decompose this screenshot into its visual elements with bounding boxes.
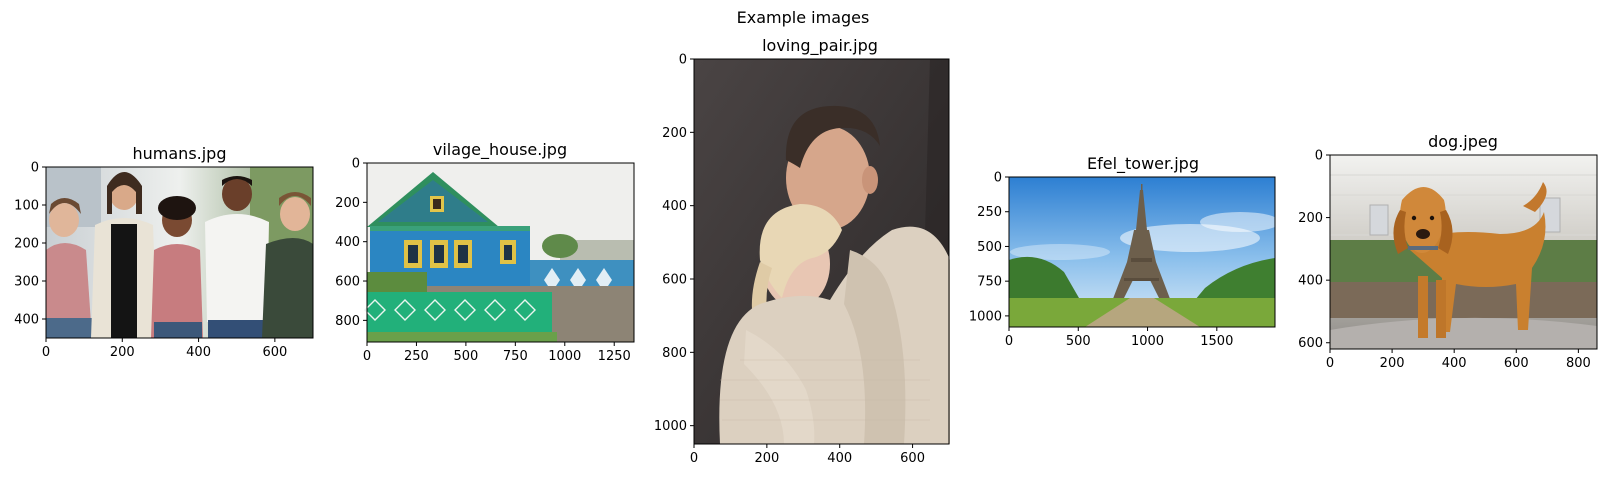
y-tick-label: 0 [994,171,1002,186]
image-humans [46,167,313,338]
x-tick-label: 200 [1380,356,1405,371]
y-ticks: 0 100 200 300 400 [14,161,46,328]
panel-title: Efel_tower.jpg [1087,154,1199,174]
x-tick-label: 800 [1566,356,1591,371]
y-tick-label: 600 [335,275,360,290]
x-tick-label: 1250 [598,349,631,364]
x-tick-label: 200 [754,451,779,466]
y-tick-label: 600 [1298,336,1323,351]
x-tick-label: 1500 [1200,334,1233,349]
x-ticks: 0 200 400 600 800 [1326,349,1591,371]
x-ticks: 0 200 400 600 [690,444,925,466]
x-tick-label: 500 [1066,334,1091,349]
x-tick-label: 600 [900,451,925,466]
y-ticks: 0 200 400 600 800 [335,157,367,329]
x-tick-label: 0 [1005,334,1013,349]
panel-humans: humans.jpg [14,144,314,360]
x-tick-label: 1000 [1131,334,1164,349]
axes-frame [45,166,314,339]
panel-efel-tower: Efel_tower.jpg 0 500 1000 1500 0 250 500 750 10… [969,154,1280,349]
y-tick-label: 800 [662,346,687,361]
y-tick-label: 1000 [969,309,1002,324]
panel-dog: dog.jpeg 0 200 400 600 800 [1298,132,1598,371]
x-tick-label: 500 [453,349,478,364]
y-tick-label: 200 [335,196,360,211]
y-tick-label: 500 [977,240,1002,255]
y-tick-label: 400 [1298,274,1323,289]
y-tick-label: 0 [352,157,360,172]
y-tick-label: 0 [1315,149,1323,164]
image-dog [1330,155,1597,349]
panel-title: vilage_house.jpg [433,140,567,160]
y-ticks: 0 200 400 600 800 1000 [654,53,694,434]
x-tick-label: 600 [1504,356,1529,371]
y-tick-label: 400 [335,235,360,250]
y-tick-label: 600 [662,273,687,288]
x-tick-label: 0 [1326,356,1334,371]
axes-frame [366,162,635,343]
panel-vilage-house: vilage_house.jpg [335,140,635,364]
panel-loving-pair: loving_pair.jpg 0 200 400 600 02 [654,36,950,466]
x-tick-label: 600 [262,345,287,360]
y-tick-label: 300 [14,275,39,290]
x-tick-label: 1000 [548,349,581,364]
x-tick-label: 0 [690,451,698,466]
x-tick-label: 250 [404,349,429,364]
figure-suptitle: Example images [737,8,870,27]
y-tick-label: 800 [335,314,360,329]
x-tick-label: 400 [186,345,211,360]
x-tick-label: 400 [1442,356,1467,371]
x-tick-label: 200 [110,345,135,360]
image-efel-tower [1009,177,1280,327]
y-tick-label: 400 [14,313,39,328]
y-tick-label: 250 [977,205,1002,220]
y-tick-label: 200 [1298,211,1323,226]
y-tick-label: 750 [977,275,1002,290]
image-vilage-house [364,163,634,342]
x-ticks: 0 200 400 600 [42,338,287,360]
x-ticks: 0 250 500 750 1000 1250 [363,342,631,364]
panel-title: loving_pair.jpg [762,36,878,56]
y-ticks: 0 200 400 600 [1298,149,1330,351]
y-tick-label: 400 [662,199,687,214]
y-tick-label: 1000 [654,419,687,434]
axes-frame [1008,176,1276,328]
y-ticks: 0 250 500 750 1000 [969,171,1009,324]
x-ticks: 0 500 1000 1500 [1005,327,1233,349]
axes-frame [693,58,950,445]
x-tick-label: 0 [363,349,371,364]
y-tick-label: 0 [679,53,687,68]
y-tick-label: 200 [662,126,687,141]
y-tick-label: 100 [14,199,39,214]
y-tick-label: 0 [31,161,39,176]
image-loving-pair [694,59,950,444]
y-tick-label: 200 [14,237,39,252]
x-tick-label: 400 [827,451,852,466]
panel-title: dog.jpeg [1428,132,1498,151]
x-tick-label: 0 [42,345,50,360]
axes-frame [1329,154,1598,350]
x-tick-label: 750 [503,349,528,364]
panel-title: humans.jpg [133,144,227,163]
